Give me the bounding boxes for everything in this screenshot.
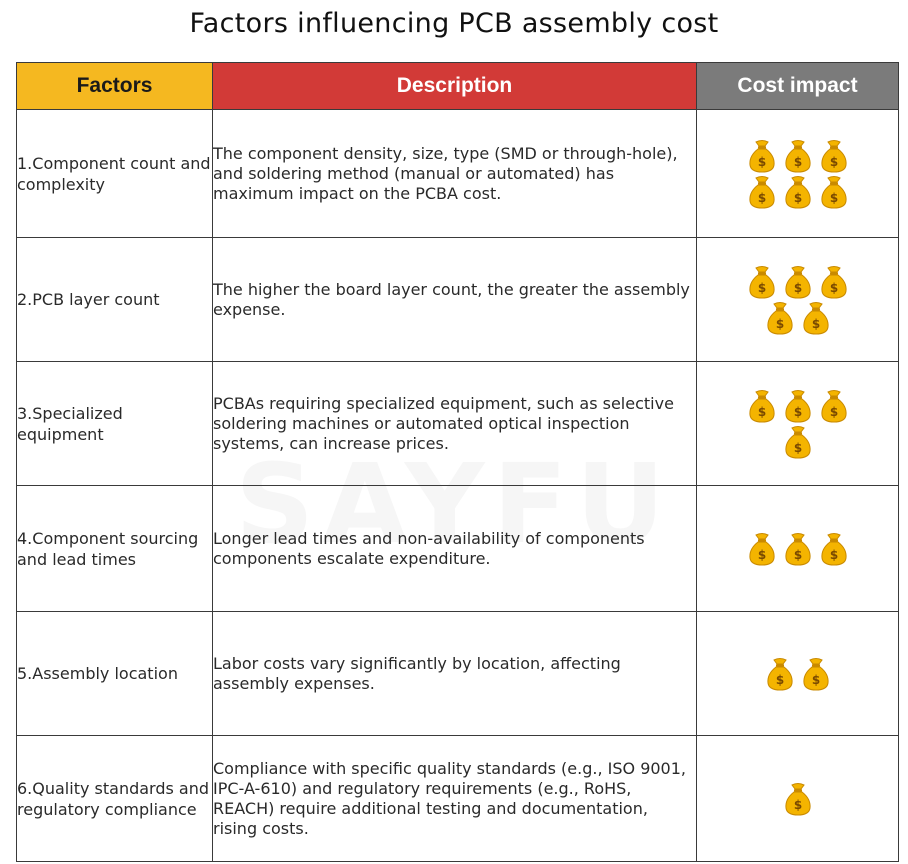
money-bag-group: $ bbox=[738, 781, 858, 817]
cost-factors-table: Factors Description Cost impact 1.Compon… bbox=[16, 62, 899, 862]
money-bag-icon: $ bbox=[784, 389, 811, 423]
svg-text:$: $ bbox=[757, 191, 765, 205]
money-bag-icon: $ bbox=[784, 175, 811, 209]
money-bag-icon: $ bbox=[784, 782, 811, 816]
factor-cell: 6.Quality standards and regulatory compl… bbox=[16, 735, 213, 862]
svg-text:$: $ bbox=[793, 281, 801, 295]
table-row: 5.Assembly location Labor costs vary sig… bbox=[16, 611, 899, 736]
svg-text:$: $ bbox=[793, 548, 801, 562]
svg-text:$: $ bbox=[757, 548, 765, 562]
description-cell: The higher the board layer count, the gr… bbox=[212, 237, 697, 362]
svg-text:$: $ bbox=[793, 191, 801, 205]
svg-text:$: $ bbox=[829, 548, 837, 562]
money-bag-icon: $ bbox=[784, 139, 811, 173]
svg-text:$: $ bbox=[757, 155, 765, 169]
money-bag-icon: $ bbox=[748, 139, 775, 173]
money-bag-icon: $ bbox=[820, 175, 847, 209]
svg-text:$: $ bbox=[811, 673, 819, 687]
description-cell: Compliance with specific quality standar… bbox=[212, 735, 697, 862]
svg-text:$: $ bbox=[793, 798, 801, 812]
cost-impact-cell: $ $ bbox=[696, 611, 899, 736]
svg-text:$: $ bbox=[829, 155, 837, 169]
money-bag-icon: $ bbox=[748, 532, 775, 566]
money-bag-icon: $ bbox=[748, 175, 775, 209]
cost-impact-cell: $ $ $ $ $ $ bbox=[696, 109, 899, 238]
factor-cell: 1.Component count and complexity bbox=[16, 109, 213, 238]
svg-text:$: $ bbox=[829, 191, 837, 205]
svg-text:$: $ bbox=[793, 155, 801, 169]
table-row: 3.Specialized equipment PCBAs requiring … bbox=[16, 361, 899, 486]
money-bag-icon: $ bbox=[820, 139, 847, 173]
description-cell: Longer lead times and non-availability o… bbox=[212, 485, 697, 612]
money-bag-icon: $ bbox=[820, 265, 847, 299]
header-description: Description bbox=[212, 62, 697, 110]
table-row: 1.Component count and complexity The com… bbox=[16, 109, 899, 238]
svg-text:$: $ bbox=[793, 405, 801, 419]
svg-text:$: $ bbox=[757, 405, 765, 419]
money-bag-icon: $ bbox=[784, 532, 811, 566]
money-bag-group: $ $ $ bbox=[738, 531, 858, 567]
cost-impact-cell: $ $ $ $ $ bbox=[696, 237, 899, 362]
description-cell: Labor costs vary significantly by locati… bbox=[212, 611, 697, 736]
table-row: 2.PCB layer count The higher the board l… bbox=[16, 237, 899, 362]
money-bag-group: $ $ $ $ $ $ bbox=[738, 138, 858, 210]
svg-text:$: $ bbox=[757, 281, 765, 295]
cost-impact-cell: $ $ $ bbox=[696, 485, 899, 612]
cost-impact-cell: $ $ $ $ bbox=[696, 361, 899, 486]
money-bag-icon: $ bbox=[820, 389, 847, 423]
header-cost-impact: Cost impact bbox=[696, 62, 899, 110]
money-bag-icon: $ bbox=[820, 532, 847, 566]
factor-cell: 2.PCB layer count bbox=[16, 237, 213, 362]
money-bag-icon: $ bbox=[802, 657, 829, 691]
money-bag-icon: $ bbox=[748, 389, 775, 423]
money-bag-icon: $ bbox=[766, 657, 793, 691]
money-bag-group: $ $ $ $ bbox=[738, 388, 858, 460]
svg-text:$: $ bbox=[793, 441, 801, 455]
factor-cell: 5.Assembly location bbox=[16, 611, 213, 736]
money-bag-icon: $ bbox=[802, 301, 829, 335]
table-row: 6.Quality standards and regulatory compl… bbox=[16, 735, 899, 862]
svg-text:$: $ bbox=[811, 317, 819, 331]
cost-impact-cell: $ bbox=[696, 735, 899, 862]
header-row: Factors Description Cost impact bbox=[16, 62, 899, 110]
money-bag-icon: $ bbox=[766, 301, 793, 335]
factor-cell: 3.Specialized equipment bbox=[16, 361, 213, 486]
money-bag-icon: $ bbox=[784, 265, 811, 299]
money-bag-group: $ $ bbox=[738, 656, 858, 692]
description-cell: PCBAs requiring specialized equipment, s… bbox=[212, 361, 697, 486]
page-title: Factors influencing PCB assembly cost bbox=[189, 8, 719, 39]
money-bag-icon: $ bbox=[748, 265, 775, 299]
svg-text:$: $ bbox=[829, 405, 837, 419]
description-cell: The component density, size, type (SMD o… bbox=[212, 109, 697, 238]
svg-text:$: $ bbox=[775, 317, 783, 331]
svg-text:$: $ bbox=[775, 673, 783, 687]
money-bag-icon: $ bbox=[784, 425, 811, 459]
header-factors: Factors bbox=[16, 62, 213, 110]
money-bag-group: $ $ $ $ $ bbox=[738, 264, 858, 336]
svg-text:$: $ bbox=[829, 281, 837, 295]
factor-cell: 4.Component sourcing and lead times bbox=[16, 485, 213, 612]
table-row: 4.Component sourcing and lead times Long… bbox=[16, 485, 899, 612]
